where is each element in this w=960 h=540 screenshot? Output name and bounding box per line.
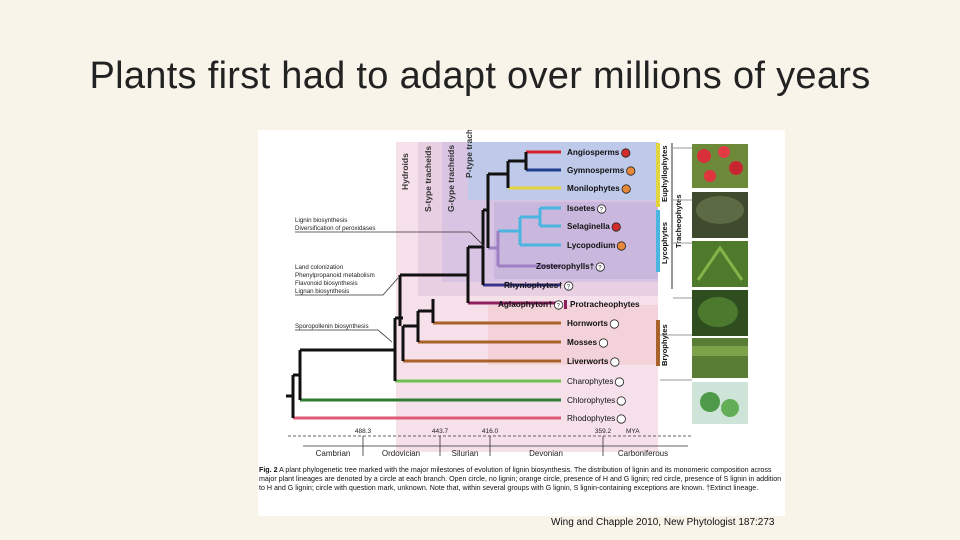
taxon-label-liverworts: Liverworts [567, 357, 609, 366]
lignin-marker-question [597, 204, 607, 214]
caption-label: Fig. 2 [259, 466, 278, 474]
milestone-land-3: Flavonoid biosynthesis [295, 280, 358, 287]
period-label: Devonian [529, 449, 563, 458]
taxon-label-charophytes: Charophytes [567, 377, 613, 386]
phylogeny-figure: Hydroids S-type tracheids G-type trachei… [258, 130, 785, 516]
taxon-label-rhyniophytes: Rhyniophytes† [504, 281, 563, 290]
taxon-label-hornworts: Hornworts [567, 319, 608, 328]
milestone-land-1: Land colonization [295, 264, 344, 271]
period-label: Cambrian [316, 449, 351, 458]
taxon-label-mosses: Mosses [567, 338, 597, 347]
protracheophytes-label: Protracheophytes [570, 300, 640, 309]
lignin-marker-question [553, 300, 564, 310]
moss-photo [692, 338, 748, 378]
taxon-label-rhodophytes: Rhodophytes [567, 414, 615, 423]
unknown-marker-glyph: ? [598, 265, 602, 271]
taxon-label-lycopodium: Lycopodium [567, 241, 615, 250]
land-arrow [295, 277, 399, 296]
milestone-land-4: Lignan biosynthesis [295, 288, 349, 295]
milestone-lignin-1: Lignin biosynthesis [295, 217, 347, 224]
timescale-unit: MYA [626, 428, 640, 435]
node-bryo1 [418, 299, 435, 323]
lignin-markers: ???? [553, 148, 636, 424]
node-bryo2 [403, 311, 420, 342]
node-seed [508, 152, 528, 170]
euphyllophytes-bracket [656, 143, 660, 207]
lignin-marker-open [598, 338, 609, 348]
node-lyco1 [520, 208, 542, 226]
lycophytes-bracket [656, 210, 660, 272]
taxon-label-zosterophylls: Zosterophylls† [536, 262, 594, 271]
timescale-tick-label: 488.3 [355, 428, 372, 435]
lignin-marker-open [610, 357, 620, 367]
lignin-marker-red [611, 222, 621, 232]
milestone-land-2: Phenylpropanoid metabolism [295, 272, 375, 279]
node-streptophytes [300, 318, 397, 381]
sporopollenin-arrow [295, 329, 393, 343]
timescale-tick-label: 359.2 [595, 428, 612, 435]
taxon-label-aglaophyton: Aglaophyton† [498, 300, 553, 309]
lignin-marker-question [595, 262, 605, 272]
period-label: Silurian [452, 449, 479, 458]
taxon-label-angiosperms: Angiosperms [567, 148, 620, 157]
unknown-marker-glyph: ? [600, 207, 604, 213]
lignin-marker-red [621, 148, 631, 158]
timescale-tick-label: 416.0 [482, 428, 499, 435]
lignin-marker-open [616, 414, 626, 424]
tracheophytes-bracket [671, 143, 673, 289]
milestone-sporopollenin: Sporopollenin biosynthesis [295, 323, 369, 330]
tracheophytes-label: Tracheophytes [674, 194, 683, 248]
p-type-label: P-type tracheids [464, 130, 474, 178]
s-type-label: S-type tracheids [423, 146, 433, 212]
taxon-label-gymnosperms: Gymnosperms [567, 166, 625, 175]
bryophytes-label: Bryophytes [660, 324, 669, 366]
node-lyco2 [498, 217, 522, 245]
slide-title: Plants first had to adapt over millions … [89, 55, 871, 97]
bryophytes-bracket [656, 320, 660, 366]
taxon-label-monilophytes: Monilophytes [567, 184, 620, 193]
hydroids-label: Hydroids [400, 153, 410, 190]
bryophyte-zone [488, 305, 658, 365]
photo-connectors [660, 147, 692, 381]
taxon-label-chlorophytes: Chlorophytes [567, 396, 615, 405]
caption-text: A plant phylogenetic tree marked with th… [259, 466, 782, 493]
figure-caption: Fig. 2 A plant phylogenetic tree marked … [258, 466, 785, 494]
taxon-label-selaginella: Selaginella [567, 222, 610, 231]
timescale-tick-label: 443.7 [432, 428, 449, 435]
node-euphyllo [488, 161, 510, 188]
lignin-marker-question [564, 281, 574, 291]
lignin-marker-open [614, 377, 625, 387]
citation: Wing and Chapple 2010, New Phytologist 1… [551, 517, 775, 528]
node-eutracheo [468, 210, 485, 285]
phylogenetic-tree: Hydroids S-type tracheids G-type trachei… [286, 130, 748, 458]
node-root [286, 375, 295, 418]
taxon-label-isoetes: Isoetes [567, 204, 596, 213]
lignin-marker-open [616, 396, 626, 406]
node-polysporangio [400, 247, 470, 303]
lignin-marker-orange [621, 184, 631, 194]
period-label: Carboniferous [618, 449, 668, 458]
lignin-marker-open [609, 319, 619, 329]
timescale: 488.3 443.7 416.0 359.2 MYA Cambrian Ordovicia… [316, 428, 668, 458]
g-type-label: G-type tracheids [446, 145, 456, 212]
lycophytes-label: Lycophytes [660, 222, 669, 264]
protracheophytes-bar [564, 300, 567, 309]
period-label: Ordovician [382, 449, 420, 458]
lignin-arrow [295, 231, 485, 247]
euphyllophytes-label: Euphyllophytes [660, 145, 669, 202]
unknown-marker-glyph: ? [557, 303, 561, 309]
lignin-marker-orange [616, 241, 626, 251]
milestone-lignin-2: Diversification of peroxidases [295, 225, 375, 232]
lignin-marker-orange [626, 166, 636, 176]
node-lycophytes [488, 231, 500, 266]
unknown-marker-glyph: ? [567, 284, 571, 290]
